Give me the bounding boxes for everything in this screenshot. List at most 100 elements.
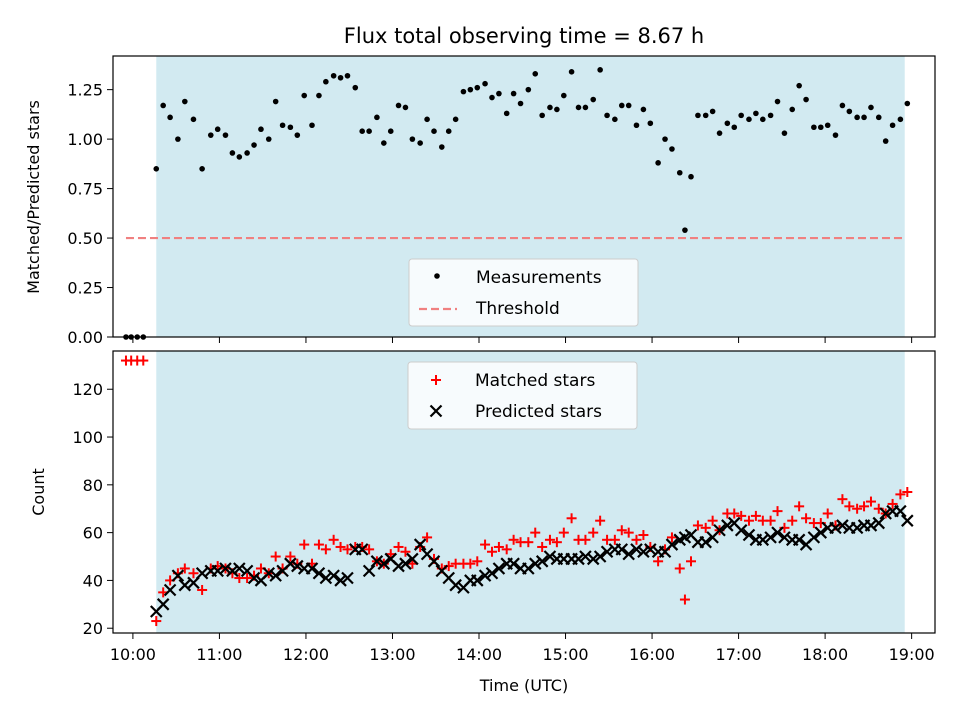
measurement-point — [517, 100, 524, 107]
measurement-point — [190, 116, 197, 123]
matched-star-point — [822, 508, 833, 519]
predicted-star-point — [807, 531, 821, 544]
measurement-point — [753, 110, 759, 117]
y-tick-label: 0.50 — [67, 229, 103, 248]
predicted-star-point — [195, 566, 209, 580]
matched-star-point — [895, 489, 906, 500]
y-tick-label: 20 — [83, 619, 103, 638]
measurement-point — [503, 110, 510, 117]
measurement-point — [868, 104, 874, 111]
measurement-point — [640, 106, 647, 113]
measurement-point — [160, 102, 166, 109]
matched-star-point — [299, 539, 310, 550]
predicted-star-point — [699, 535, 712, 549]
matched-star-point — [844, 501, 855, 512]
y-tick-label: 0.25 — [67, 279, 103, 298]
matched-star-point — [422, 532, 433, 543]
matched-star-point — [493, 541, 504, 552]
predicted-star-point — [262, 566, 276, 580]
predicted-star-point — [713, 523, 726, 537]
predicted-star-point — [507, 557, 520, 570]
matched-star-point — [523, 537, 534, 548]
matched-star-point — [313, 539, 324, 550]
measurement-point — [294, 132, 301, 138]
matched-star-point — [666, 532, 677, 543]
measurement-point — [824, 122, 831, 129]
predicted-star-point — [362, 564, 376, 578]
measurement-point — [618, 102, 625, 109]
measurement-point — [395, 102, 402, 109]
predicted-star-point — [341, 571, 354, 585]
matched-star-point — [537, 541, 548, 552]
measurement-point — [539, 112, 545, 119]
predicted-star-point — [764, 531, 777, 544]
matched-star-point — [674, 563, 685, 574]
measurement-point — [676, 169, 683, 176]
measurement-point — [575, 104, 582, 111]
matched-star-point — [685, 556, 696, 567]
predicted-star-point — [615, 543, 629, 556]
x-tick-label: 13:00 — [369, 645, 415, 664]
measurement-point — [817, 124, 824, 131]
legend-plus-marker — [431, 375, 441, 385]
predicted-star-point — [630, 543, 643, 556]
measurement-point — [662, 136, 668, 142]
predicted-star-point — [756, 533, 770, 547]
predicted-star-point — [377, 557, 391, 570]
measurement-point — [452, 116, 459, 123]
measurement-point — [366, 128, 372, 134]
measurement-point — [309, 122, 315, 129]
measurement-point — [875, 114, 882, 121]
measurement-point — [258, 126, 264, 133]
predicted-star-point — [864, 519, 878, 532]
measurement-point — [265, 136, 272, 142]
predicted-star-point — [470, 574, 484, 587]
predicted-star-point — [734, 523, 748, 537]
measurement-point — [402, 104, 409, 111]
legend-label: Measurements — [476, 268, 602, 288]
plot-frame — [112, 350, 936, 634]
matched-star-point — [580, 534, 591, 545]
measurement-point — [612, 116, 618, 123]
x-tick-label: 11:00 — [196, 645, 242, 664]
measurement-point — [731, 124, 738, 131]
measurement-point — [359, 128, 365, 134]
predicted-star-point — [543, 550, 557, 563]
measurement-point — [352, 84, 359, 91]
predicted-star-point — [879, 507, 892, 520]
y-tick-label: 60 — [83, 524, 103, 543]
measurement-point — [330, 72, 337, 79]
predicted-star-point — [644, 543, 657, 556]
measurement-point — [760, 116, 766, 123]
chart-title: Flux total observing time = 8.67 h — [344, 24, 704, 48]
y-tick-label: 0.75 — [67, 180, 103, 199]
predicted-star-point — [579, 550, 592, 563]
predicted-star-point — [901, 514, 914, 527]
predicted-star-point — [312, 566, 326, 580]
matched-star-point — [679, 594, 690, 605]
measurement-point — [789, 106, 796, 113]
predicted-star-point — [528, 557, 542, 570]
y-tick-label: 40 — [83, 571, 103, 590]
measurement-point — [439, 144, 445, 150]
predicted-star-point — [370, 555, 384, 568]
predicted-star-point — [593, 550, 607, 563]
predicted-star-point — [219, 562, 232, 575]
measurement-point — [604, 112, 610, 119]
measurement-point — [781, 130, 788, 136]
predicted-star-point — [178, 578, 192, 592]
measurement-point — [796, 82, 802, 89]
matched-star-point — [707, 515, 718, 526]
measurement-point — [431, 128, 437, 134]
matched-star-point — [631, 534, 642, 545]
measurement-point — [597, 67, 603, 73]
matched-star-point — [729, 508, 740, 519]
matched-star-point — [501, 544, 512, 555]
measurement-point — [568, 69, 575, 75]
legend-box — [407, 361, 638, 430]
matched-star-point — [736, 510, 747, 521]
measurement-point — [316, 92, 322, 99]
measurement-point — [525, 86, 532, 93]
measurement-point — [323, 78, 329, 85]
matched-star-point — [801, 513, 812, 524]
